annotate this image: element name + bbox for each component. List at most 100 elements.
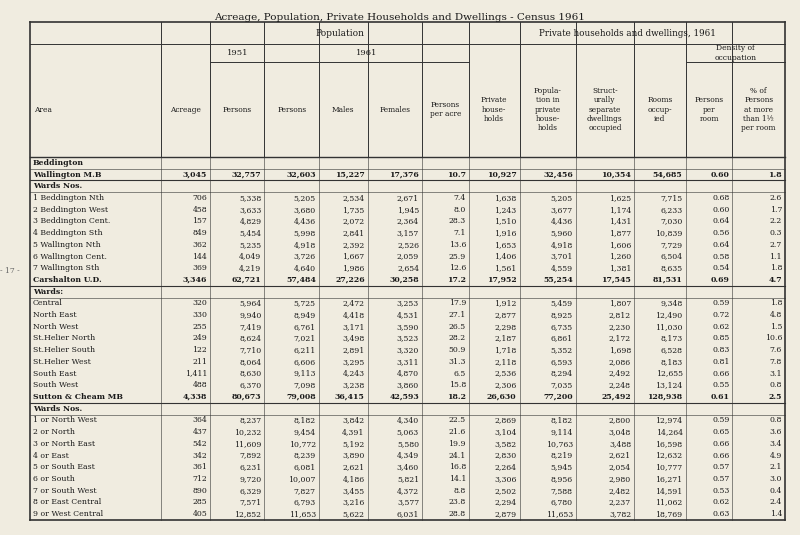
Text: 5,352: 5,352 — [550, 346, 573, 354]
Text: 330: 330 — [192, 311, 207, 319]
Text: Private households and dwellings, 1961: Private households and dwellings, 1961 — [538, 28, 715, 37]
Text: 2.7: 2.7 — [770, 241, 782, 249]
Text: 2,877: 2,877 — [494, 311, 517, 319]
Text: 0.66: 0.66 — [712, 370, 730, 378]
Text: 1.1: 1.1 — [770, 253, 782, 261]
Text: 3,701: 3,701 — [550, 253, 573, 261]
Text: 3,346: 3,346 — [182, 276, 207, 284]
Text: 2 Beddington West: 2 Beddington West — [33, 205, 108, 213]
Text: 7 or South West: 7 or South West — [33, 487, 97, 495]
Text: 458: 458 — [193, 205, 207, 213]
Text: 8,064: 8,064 — [239, 358, 262, 366]
Text: 3 Beddington Cent.: 3 Beddington Cent. — [33, 217, 110, 225]
Text: 57,484: 57,484 — [286, 276, 316, 284]
Text: 28.2: 28.2 — [449, 334, 466, 342]
Text: 12.6: 12.6 — [449, 264, 466, 272]
Text: 8,956: 8,956 — [550, 475, 573, 483]
Text: 8,624: 8,624 — [239, 334, 262, 342]
Text: 0.8: 0.8 — [770, 381, 782, 389]
Text: % of
Persons
at more
than 1½
per room: % of Persons at more than 1½ per room — [742, 87, 776, 132]
Text: Persons: Persons — [222, 105, 252, 113]
Text: 5,459: 5,459 — [550, 300, 573, 308]
Text: 2,187: 2,187 — [494, 334, 517, 342]
Text: 0.81: 0.81 — [712, 358, 730, 366]
Text: 4,219: 4,219 — [239, 264, 262, 272]
Text: Persons
per acre: Persons per acre — [430, 101, 461, 118]
Text: 32,603: 32,603 — [286, 171, 316, 179]
Text: 2,482: 2,482 — [609, 487, 631, 495]
Text: 3,295: 3,295 — [342, 358, 365, 366]
Text: 54,685: 54,685 — [653, 171, 682, 179]
Text: 16.8: 16.8 — [449, 463, 466, 471]
Text: 77,200: 77,200 — [543, 393, 573, 401]
Text: 7,419: 7,419 — [239, 323, 262, 331]
Text: 5,454: 5,454 — [239, 229, 262, 237]
Text: 3,306: 3,306 — [494, 475, 517, 483]
Text: 10,927: 10,927 — [487, 171, 517, 179]
Text: Acreage: Acreage — [170, 105, 201, 113]
Text: 3,523: 3,523 — [397, 334, 419, 342]
Text: 4,391: 4,391 — [342, 428, 365, 436]
Text: 6,370: 6,370 — [239, 381, 262, 389]
Text: 5,960: 5,960 — [550, 229, 573, 237]
Text: 25.9: 25.9 — [449, 253, 466, 261]
Text: 0.8: 0.8 — [770, 416, 782, 424]
Text: 0.3: 0.3 — [770, 229, 782, 237]
Text: North West: North West — [33, 323, 78, 331]
Text: 1,381: 1,381 — [609, 264, 631, 272]
Text: 0.64: 0.64 — [712, 217, 730, 225]
Text: Rooms
occup-
ied: Rooms occup- ied — [647, 96, 673, 123]
Text: 6 Wallington Cent.: 6 Wallington Cent. — [33, 253, 107, 261]
Text: 2,072: 2,072 — [342, 217, 365, 225]
Text: 3,455: 3,455 — [342, 487, 365, 495]
Text: 0.58: 0.58 — [712, 253, 730, 261]
Text: Females: Females — [379, 105, 410, 113]
Text: 3,104: 3,104 — [494, 428, 517, 436]
Text: 6,329: 6,329 — [239, 487, 262, 495]
Text: Central: Central — [33, 300, 63, 308]
Text: 2,472: 2,472 — [342, 300, 365, 308]
Text: 16,598: 16,598 — [655, 440, 682, 448]
Text: 7,892: 7,892 — [239, 452, 262, 460]
Text: 1.5: 1.5 — [770, 323, 782, 331]
Text: 15.8: 15.8 — [449, 381, 466, 389]
Text: 42,593: 42,593 — [390, 393, 419, 401]
Text: 2,492: 2,492 — [609, 370, 631, 378]
Text: 0.60: 0.60 — [710, 171, 730, 179]
Text: 8,182: 8,182 — [550, 416, 573, 424]
Text: 11,653: 11,653 — [546, 510, 573, 518]
Text: 0.60: 0.60 — [712, 205, 730, 213]
Text: 5,205: 5,205 — [550, 194, 573, 202]
Text: 2,392: 2,392 — [342, 241, 365, 249]
Text: 10,839: 10,839 — [655, 229, 682, 237]
Text: 3,171: 3,171 — [342, 323, 365, 331]
Text: 8,239: 8,239 — [294, 452, 316, 460]
Text: 5,964: 5,964 — [239, 300, 262, 308]
Text: 4,186: 4,186 — [342, 475, 365, 483]
Text: 706: 706 — [192, 194, 207, 202]
Text: 2,800: 2,800 — [609, 416, 631, 424]
Text: 4.8: 4.8 — [770, 311, 782, 319]
Text: 3,045: 3,045 — [182, 171, 207, 179]
Text: 6,211: 6,211 — [294, 346, 316, 354]
Text: 62,721: 62,721 — [232, 276, 262, 284]
Text: St.Helier North: St.Helier North — [33, 334, 95, 342]
Text: 2,980: 2,980 — [609, 475, 631, 483]
Text: 22.5: 22.5 — [449, 416, 466, 424]
Text: 7,715: 7,715 — [661, 194, 682, 202]
Text: 8,173: 8,173 — [660, 334, 682, 342]
Text: 128,938: 128,938 — [647, 393, 682, 401]
Text: 9 or West Central: 9 or West Central — [33, 510, 103, 518]
Text: 285: 285 — [193, 499, 207, 507]
Text: 4,531: 4,531 — [397, 311, 419, 319]
Text: 437: 437 — [192, 428, 207, 436]
Text: 3.0: 3.0 — [770, 475, 782, 483]
Text: 3,253: 3,253 — [397, 300, 419, 308]
Text: 6,793: 6,793 — [294, 499, 316, 507]
Text: 25,492: 25,492 — [602, 393, 631, 401]
Text: 9,454: 9,454 — [294, 428, 316, 436]
Text: 10,763: 10,763 — [546, 440, 573, 448]
Text: 4,559: 4,559 — [550, 264, 573, 272]
Text: Population: Population — [315, 28, 364, 37]
Text: 0.83: 0.83 — [712, 346, 730, 354]
